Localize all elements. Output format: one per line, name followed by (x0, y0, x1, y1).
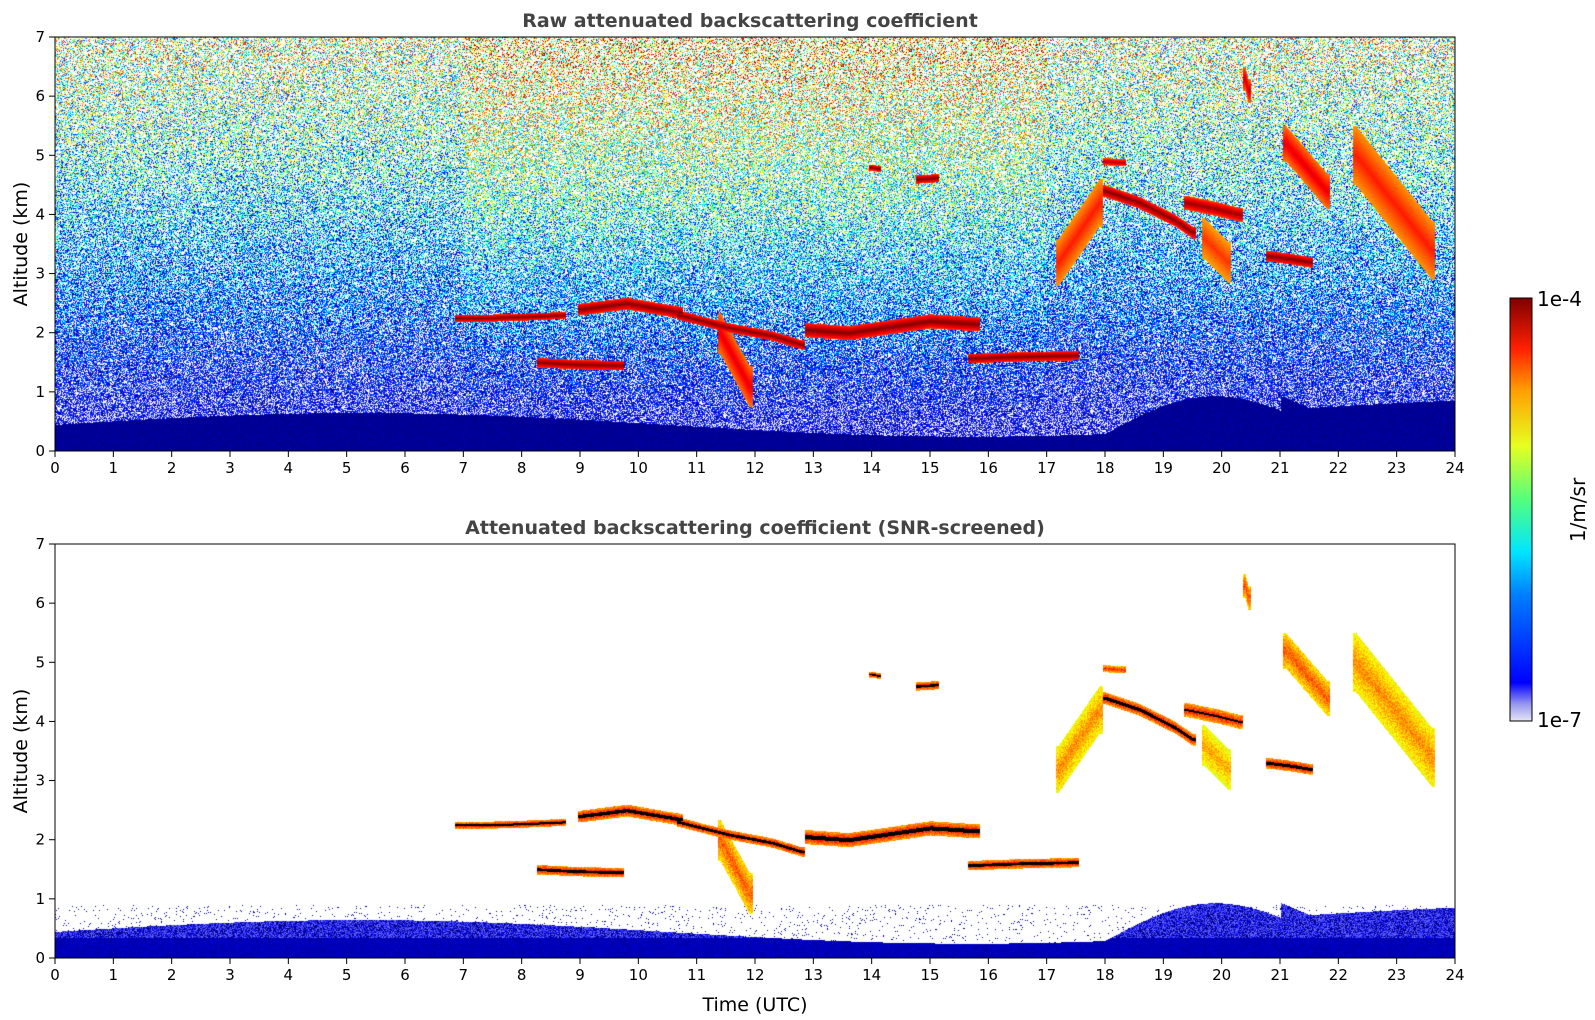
screened-heatmap (55, 544, 1455, 958)
x-tick-label: 6 (400, 966, 410, 984)
x-tick-label: 1 (109, 966, 119, 984)
x-tick-label: 22 (1329, 459, 1348, 477)
raw-heatmap (55, 37, 1455, 451)
y-tick-label: 7 (35, 28, 45, 46)
x-tick-label: 3 (225, 459, 235, 477)
y-tick-label: 3 (35, 772, 45, 790)
y-tick-label: 4 (35, 205, 45, 223)
colorbar: 1e-4 1e-7 1/m/sr (1509, 287, 1590, 732)
x-tick-label: 18 (1095, 459, 1114, 477)
y-tick-label: 5 (35, 653, 45, 671)
raw-backscatter-panel: Raw attenuated backscattering coefficien… (10, 10, 1465, 477)
colorbar-max-label: 1e-4 (1537, 287, 1582, 311)
x-tick-label: 10 (629, 459, 648, 477)
x-tick-label: 1 (109, 459, 119, 477)
x-tick-label: 13 (804, 966, 823, 984)
raw-y-axis-label: Altitude (km) (10, 182, 32, 307)
colorbar-unit-label: 1/m/sr (1566, 477, 1590, 542)
x-tick-label: 18 (1095, 966, 1114, 984)
x-tick-label: 11 (687, 459, 706, 477)
x-tick-label: 23 (1387, 966, 1406, 984)
x-tick-label: 24 (1445, 459, 1464, 477)
y-tick-label: 5 (35, 146, 45, 164)
y-tick-label: 0 (35, 949, 45, 967)
x-tick-label: 17 (1037, 459, 1056, 477)
x-tick-label: 15 (920, 966, 939, 984)
x-tick-label: 4 (284, 459, 294, 477)
x-tick-label: 0 (50, 459, 60, 477)
x-tick-label: 9 (575, 459, 585, 477)
x-tick-label: 22 (1329, 966, 1348, 984)
y-tick-label: 6 (35, 594, 45, 612)
colorbar-gradient (1509, 297, 1533, 722)
y-tick-label: 0 (35, 442, 45, 460)
x-tick-label: 5 (342, 966, 352, 984)
x-tick-label: 16 (979, 459, 998, 477)
x-tick-label: 16 (979, 966, 998, 984)
x-tick-label: 3 (225, 966, 235, 984)
x-tick-label: 19 (1154, 966, 1173, 984)
x-tick-label: 20 (1212, 459, 1231, 477)
y-tick-label: 1 (35, 383, 45, 401)
x-tick-label: 2 (167, 966, 177, 984)
x-tick-label: 24 (1445, 966, 1464, 984)
x-tick-label: 11 (687, 966, 706, 984)
x-tick-label: 15 (920, 459, 939, 477)
x-tick-label: 5 (342, 459, 352, 477)
x-tick-label: 8 (517, 459, 527, 477)
x-tick-label: 17 (1037, 966, 1056, 984)
x-tick-label: 2 (167, 459, 177, 477)
colorbar-min-label: 1e-7 (1537, 708, 1582, 732)
x-tick-label: 4 (284, 966, 294, 984)
screened-y-axis-label: Altitude (km) (10, 689, 32, 814)
x-tick-label: 12 (745, 459, 764, 477)
y-tick-label: 7 (35, 535, 45, 553)
x-tick-label: 14 (862, 459, 881, 477)
x-tick-label: 19 (1154, 459, 1173, 477)
y-tick-label: 6 (35, 87, 45, 105)
x-tick-label: 10 (629, 966, 648, 984)
x-tick-label: 14 (862, 966, 881, 984)
screened-panel-title: Attenuated backscattering coefficient (S… (465, 517, 1045, 539)
x-axis-label: Time (UTC) (701, 994, 807, 1016)
x-tick-label: 8 (517, 966, 527, 984)
x-tick-label: 0 (50, 966, 60, 984)
x-tick-label: 23 (1387, 459, 1406, 477)
x-tick-label: 12 (745, 966, 764, 984)
y-tick-label: 2 (35, 831, 45, 849)
raw-axis-ticks: 0 1 2 3 4 5 6 7 8 9 10 11 12 13 14 15 16 17 18 19 20 21 22 23 24… (35, 28, 1464, 477)
x-tick-label: 21 (1270, 966, 1289, 984)
x-tick-label: 21 (1270, 459, 1289, 477)
x-tick-label: 20 (1212, 966, 1231, 984)
x-tick-label: 7 (459, 459, 469, 477)
raw-panel-title: Raw attenuated backscattering coefficien… (522, 10, 978, 32)
x-tick-label: 9 (575, 966, 585, 984)
y-tick-label: 4 (35, 712, 45, 730)
y-tick-label: 1 (35, 890, 45, 908)
x-tick-label: 6 (400, 459, 410, 477)
x-tick-label: 7 (459, 966, 469, 984)
y-tick-label: 3 (35, 265, 45, 283)
screened-axis-ticks: 0 1 2 3 4 5 6 7 8 9 10 11 12 13 14 15 16 17 18 19 20 21 22 23 24… (35, 535, 1464, 984)
x-tick-label: 13 (804, 459, 823, 477)
y-tick-label: 2 (35, 324, 45, 342)
screened-backscatter-panel: Attenuated backscattering coefficient (S… (10, 517, 1465, 1016)
